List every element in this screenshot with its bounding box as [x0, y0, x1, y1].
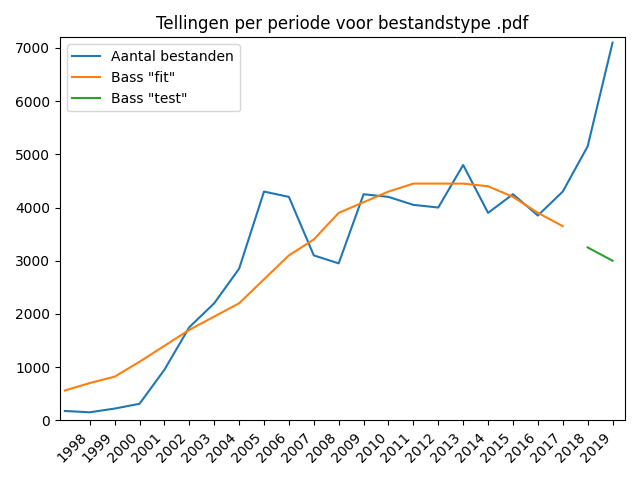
Aantal bestanden [86, 409, 93, 415]
Aantal bestanden [509, 192, 517, 197]
Aantal bestanden [285, 194, 292, 200]
Bass "fit" [260, 276, 268, 282]
Bass "fit" [285, 252, 292, 258]
Bass "fit" [61, 388, 68, 394]
Bass "fit" [385, 189, 392, 194]
Title: Tellingen per periode voor bestandstype .pdf: Tellingen per periode voor bestandstype … [156, 15, 529, 33]
Line: Bass "test": Bass "test" [588, 247, 612, 261]
Bass "fit" [335, 210, 342, 216]
Aantal bestanden [410, 202, 417, 208]
Bass "fit" [435, 180, 442, 186]
Bass "fit" [484, 183, 492, 189]
Bass "fit" [111, 374, 118, 380]
Bass "fit" [534, 210, 541, 216]
Line: Aantal bestanden: Aantal bestanden [65, 43, 612, 412]
Bass "fit" [211, 314, 218, 320]
Aantal bestanden [559, 189, 566, 194]
Aantal bestanden [609, 40, 616, 46]
Aantal bestanden [161, 367, 168, 372]
Aantal bestanden [460, 162, 467, 168]
Aantal bestanden [360, 192, 367, 197]
Bass "test" [609, 258, 616, 264]
Bass "fit" [86, 380, 93, 386]
Bass "fit" [460, 180, 467, 186]
Aantal bestanden [534, 213, 541, 218]
Aantal bestanden [335, 261, 342, 266]
Aantal bestanden [584, 144, 591, 149]
Legend: Aantal bestanden, Bass "fit", Bass "test": Aantal bestanden, Bass "fit", Bass "test… [67, 44, 239, 111]
Bass "fit" [161, 343, 168, 348]
Bass "test" [584, 244, 591, 250]
Aantal bestanden [136, 401, 143, 407]
Bass "fit" [360, 199, 367, 205]
Aantal bestanden [211, 300, 218, 306]
Aantal bestanden [186, 324, 193, 330]
Aantal bestanden [111, 406, 118, 411]
Bass "fit" [186, 327, 193, 333]
Aantal bestanden [61, 408, 68, 414]
Line: Bass "fit": Bass "fit" [65, 183, 563, 391]
Aantal bestanden [236, 266, 243, 272]
Aantal bestanden [260, 189, 268, 194]
Bass "fit" [310, 237, 317, 242]
Bass "fit" [410, 180, 417, 186]
Bass "fit" [136, 359, 143, 365]
Aantal bestanden [484, 210, 492, 216]
Aantal bestanden [310, 252, 317, 258]
Bass "fit" [559, 223, 566, 229]
Bass "fit" [509, 194, 517, 200]
Bass "fit" [236, 300, 243, 306]
Aantal bestanden [435, 204, 442, 210]
Aantal bestanden [385, 194, 392, 200]
